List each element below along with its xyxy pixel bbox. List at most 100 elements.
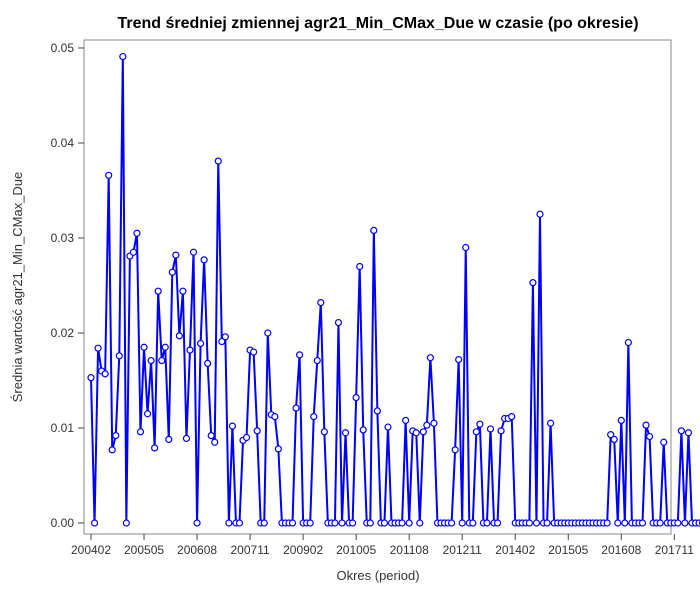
- data-point: [196, 339, 205, 348]
- data-point: [115, 352, 123, 360]
- x-tick-label: 201505: [548, 543, 588, 557]
- data-point: [306, 519, 314, 527]
- data-point: [660, 438, 668, 446]
- data-point: [182, 434, 191, 443]
- data-point: [264, 329, 272, 337]
- data-point: [154, 287, 162, 295]
- data-point: [292, 404, 300, 412]
- data-point: [656, 519, 664, 527]
- data-point: [349, 519, 357, 527]
- data-point: [235, 519, 244, 527]
- data-point: [426, 354, 434, 362]
- x-tick-label: 200505: [124, 543, 164, 557]
- data-point: [288, 519, 297, 527]
- data-point: [204, 359, 212, 367]
- data-point: [610, 435, 618, 443]
- data-point: [532, 519, 541, 527]
- data-point: [221, 333, 229, 341]
- data-point: [108, 446, 116, 454]
- data-point: [508, 413, 516, 421]
- data-point: [193, 519, 201, 527]
- data-point: [242, 433, 251, 442]
- data-point: [423, 421, 431, 429]
- data-point: [448, 519, 456, 527]
- data-point: [617, 416, 625, 424]
- data-point: [214, 157, 222, 165]
- data-point: [380, 519, 389, 527]
- data-point: [638, 519, 647, 527]
- data-point: [543, 519, 551, 527]
- data-point: [94, 344, 102, 352]
- plot-frame: [83, 39, 672, 535]
- data-point: [140, 343, 148, 351]
- data-point: [87, 374, 95, 382]
- data-point: [430, 419, 438, 427]
- data-point: [90, 519, 99, 527]
- data-point: [133, 229, 141, 237]
- data-point: [225, 519, 233, 527]
- data-point: [645, 432, 654, 441]
- data-point: [483, 519, 491, 527]
- data-point: [295, 351, 304, 359]
- data-point: [112, 432, 120, 440]
- data-point: [260, 519, 268, 527]
- data-point: [310, 413, 318, 421]
- data-point: [356, 262, 364, 271]
- data-point: [373, 407, 381, 415]
- y-tick-label: 0.02: [51, 326, 75, 340]
- data-point: [129, 248, 138, 256]
- chart-title: Trend średniej zmiennej agr21_Min_CMax_D…: [117, 15, 638, 32]
- data-point: [207, 432, 215, 440]
- data-point: [497, 427, 505, 435]
- x-tick-label: 200608: [177, 543, 217, 557]
- data-point: [529, 279, 537, 287]
- y-axis-label: Średnia wartość agr21_Min_CMax_Due: [10, 172, 25, 403]
- x-tick-label: 201402: [495, 543, 535, 557]
- data-point: [341, 429, 350, 437]
- data-point: [313, 356, 321, 365]
- data-point: [621, 519, 629, 527]
- data-point: [674, 519, 682, 527]
- x-axis: 200402 200505 200608 200711 200902 201005 2011…: [71, 534, 694, 557]
- x-tick-label: 200402: [71, 543, 111, 557]
- data-point: [546, 419, 555, 427]
- data-point: [101, 370, 109, 378]
- data-point: [274, 445, 282, 453]
- data-point: [147, 356, 155, 365]
- y-tick-label: 0.00: [51, 516, 75, 530]
- x-tick-label: 201108: [390, 543, 429, 557]
- data-point: [462, 243, 470, 252]
- y-tick-label: 0.01: [51, 421, 75, 435]
- data-point: [320, 428, 328, 436]
- data-point: [338, 519, 346, 527]
- data-point: [105, 171, 113, 179]
- data-point: [370, 226, 378, 234]
- x-tick-label: 200902: [283, 543, 323, 557]
- x-axis-label: Okres (period): [336, 568, 419, 583]
- x-tick-label: 200711: [231, 543, 270, 557]
- data-point: [186, 346, 194, 354]
- data-point: [119, 52, 127, 61]
- data-point: [271, 413, 279, 421]
- data-point: [211, 438, 219, 446]
- data-point: [412, 429, 420, 437]
- data-point: [398, 519, 406, 527]
- data-point: [352, 394, 360, 402]
- data-point: [253, 427, 261, 435]
- data-point: [486, 425, 495, 433]
- y-tick-label: 0.04: [51, 136, 75, 150]
- data-point: [402, 416, 410, 424]
- data-point: [677, 427, 685, 435]
- x-tick-label: 201608: [601, 543, 641, 557]
- data-point: [681, 519, 689, 527]
- data-point: [695, 519, 700, 527]
- data-point: [624, 338, 632, 347]
- data-point: [455, 356, 463, 364]
- series-points: [87, 52, 700, 527]
- data-point: [476, 420, 484, 428]
- data-point: [143, 410, 152, 418]
- data-point: [334, 318, 343, 327]
- data-point: [419, 428, 427, 436]
